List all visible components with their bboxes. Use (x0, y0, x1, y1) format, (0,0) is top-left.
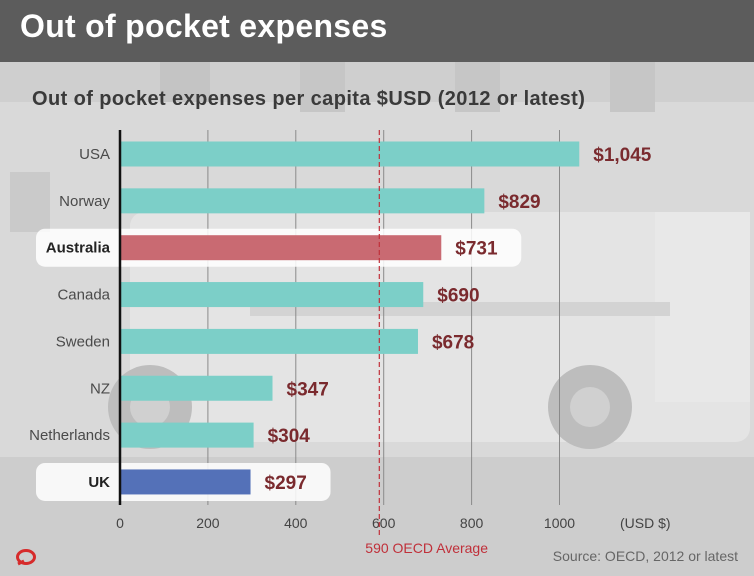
oecd-average-label: 590 OECD Average (365, 540, 488, 556)
value-label: $304 (268, 426, 311, 447)
category-label: Netherlands (29, 427, 110, 444)
source-note: Source: OECD, 2012 or latest (552, 548, 738, 564)
value-label: $297 (265, 473, 307, 494)
x-tick-label: 1000 (544, 515, 575, 531)
value-label: $690 (437, 286, 479, 307)
value-label: $731 (455, 239, 498, 260)
x-axis-unit-label: (USD $) (620, 515, 671, 531)
chart-title: Out of pocket expenses per capita $USD (… (32, 88, 586, 110)
x-tick-label: 0 (116, 515, 124, 531)
bar (120, 328, 418, 354)
publisher-logo-icon (16, 549, 36, 566)
x-tick-label: 800 (460, 515, 484, 531)
bar (120, 235, 442, 261)
value-label: $829 (498, 192, 540, 213)
x-tick-label: 200 (196, 515, 220, 531)
x-tick-label: 600 (372, 515, 396, 531)
bar (120, 141, 580, 167)
category-label: Canada (57, 287, 110, 304)
page-title: Out of pocket expenses (20, 8, 388, 44)
bar (120, 422, 254, 448)
bar (120, 469, 251, 495)
category-label: Norway (59, 193, 110, 210)
bar (120, 375, 273, 401)
category-label: Sweden (56, 333, 110, 350)
category-label: USA (79, 146, 110, 163)
x-tick-label: 400 (284, 515, 308, 531)
value-label: $678 (432, 332, 474, 353)
category-label: UK (88, 474, 110, 491)
value-label: $1,045 (593, 145, 652, 166)
category-label: NZ (90, 380, 110, 397)
bar (120, 282, 424, 308)
value-label: $347 (287, 379, 329, 400)
header-bar: Out of pocket expenses (0, 0, 754, 62)
category-label: Australia (46, 240, 111, 257)
bar (120, 188, 485, 214)
